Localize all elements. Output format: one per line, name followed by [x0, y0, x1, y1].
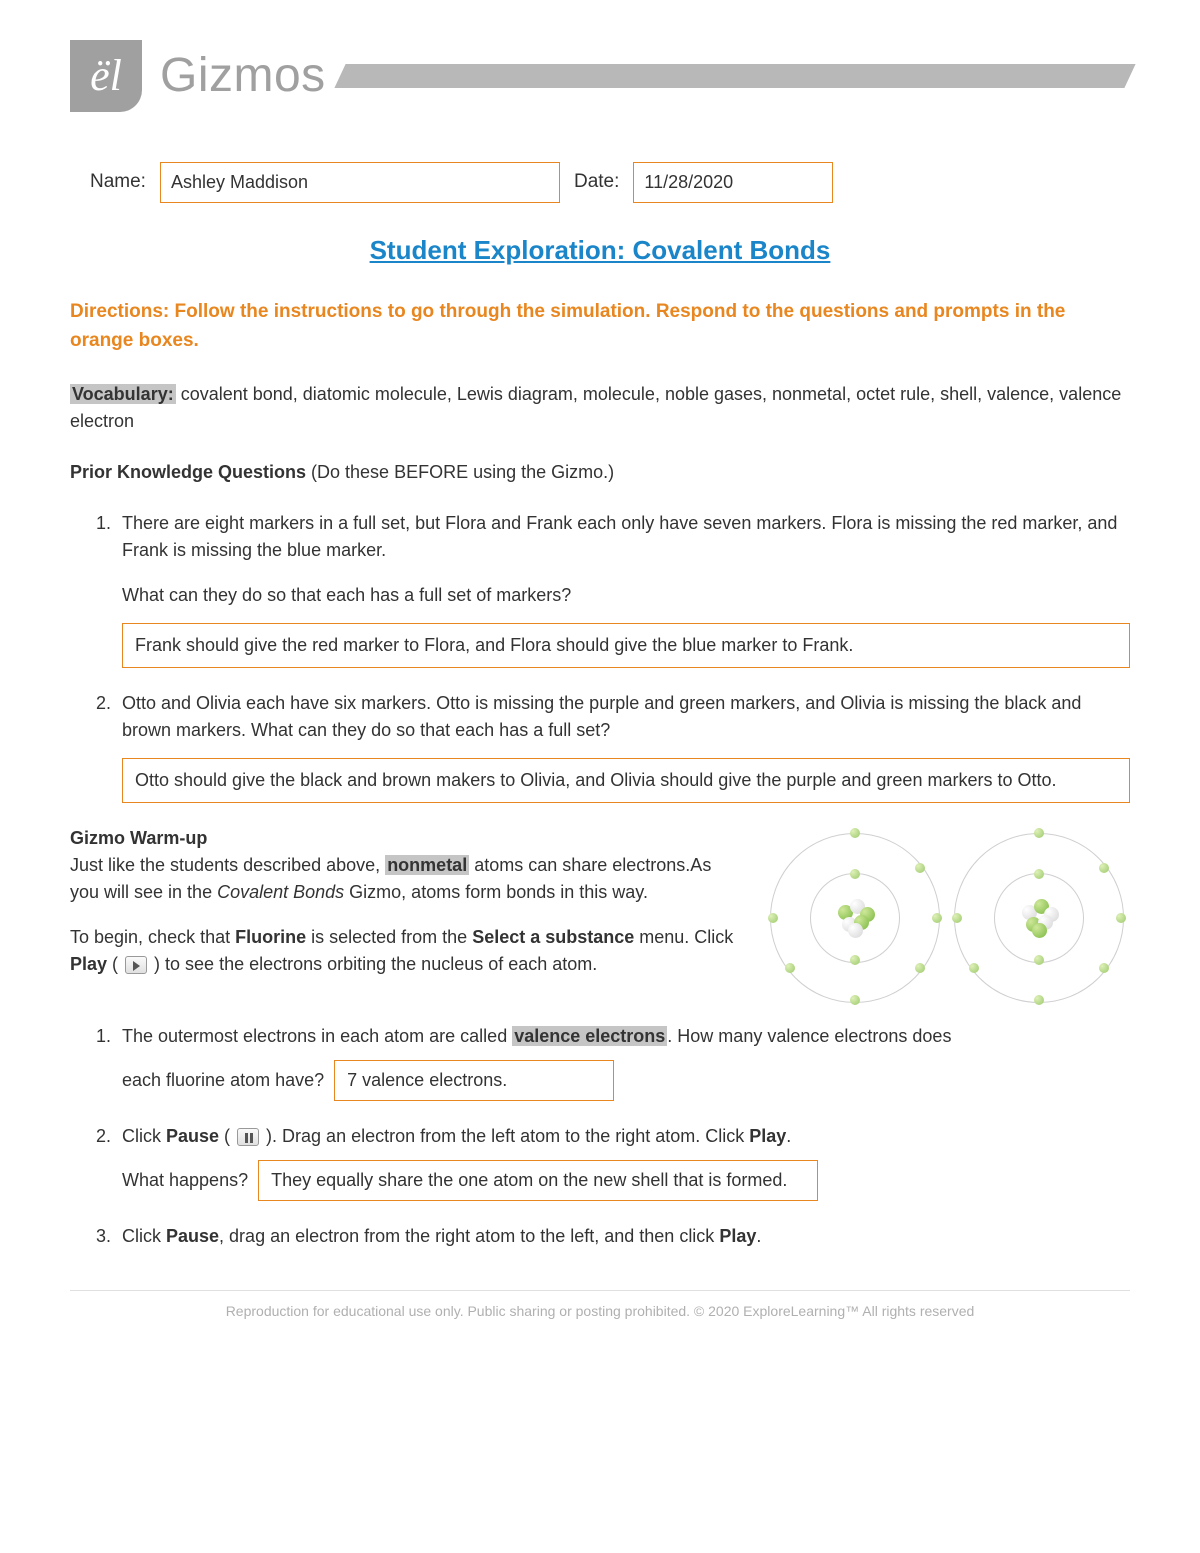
covalent-bonds-term: Covalent Bonds: [217, 882, 344, 902]
vocab-label: Vocabulary:: [70, 384, 176, 404]
warmup-q3: Click Pause, drag an electron from the r…: [116, 1223, 1130, 1250]
warmup-q2: Click Pause ( ). Drag an electron from t…: [116, 1123, 1130, 1201]
warmup-q1: The outermost electrons in each atom are…: [116, 1023, 1130, 1101]
prior-knowledge-heading: Prior Knowledge Questions (Do these BEFO…: [70, 459, 1130, 486]
logo-glyph: ël: [90, 54, 122, 98]
nonmetal-term: nonmetal: [385, 855, 469, 875]
prior-questions: There are eight markers in a full set, b…: [70, 510, 1130, 803]
warmup-q3b: , drag an electron from the right atom t…: [219, 1226, 719, 1246]
logo-badge: ël: [70, 40, 142, 112]
select-substance-bold: Select a substance: [472, 927, 634, 947]
warmup-p2d: (: [107, 954, 123, 974]
play-bold-3: Play: [719, 1226, 756, 1246]
warmup-q2a: Click: [122, 1126, 166, 1146]
warmup-q2b: (: [219, 1126, 235, 1146]
warmup-p2c: menu. Click: [634, 927, 733, 947]
warmup-p1c: Gizmo, atoms form bonds in this way.: [344, 882, 648, 902]
warmup-questions: The outermost electrons in each atom are…: [70, 1023, 1130, 1250]
vocab-list: covalent bond, diatomic molecule, Lewis …: [70, 384, 1121, 431]
atom-left: [770, 833, 940, 1003]
header-bar: [334, 64, 1136, 88]
footer-text: Reproduction for educational use only. P…: [70, 1290, 1130, 1322]
warmup-q1-answer[interactable]: 7 valence electrons.: [334, 1060, 614, 1101]
prior-q2: Otto and Olivia each have six markers. O…: [116, 690, 1130, 803]
brand-header: ël Gizmos: [70, 40, 1130, 112]
warmup-q3c: .: [756, 1226, 761, 1246]
warmup-q2-answer[interactable]: They equally share the one atom on the n…: [258, 1160, 818, 1201]
pause-icon: [237, 1128, 259, 1146]
vocabulary-section: Vocabulary: covalent bond, diatomic mole…: [70, 381, 1130, 435]
warmup-q2d: .: [786, 1126, 791, 1146]
date-label: Date:: [574, 168, 619, 197]
play-icon: [125, 956, 147, 974]
warmup-p2e: ) to see the electrons orbiting the nucl…: [149, 954, 597, 974]
atoms-diagram: [770, 825, 1130, 1003]
directions-text: Directions: Follow the instructions to g…: [70, 298, 1130, 355]
page-title: Student Exploration: Covalent Bonds: [70, 231, 1130, 270]
prior-q1-text-a: There are eight markers in a full set, b…: [122, 510, 1130, 564]
warmup-q1b: . How many valence electrons does: [667, 1026, 951, 1046]
warmup-q1c: each fluorine atom have?: [122, 1067, 324, 1094]
pause-bold-2: Pause: [166, 1226, 219, 1246]
prior-note: (Do these BEFORE using the Gizmo.): [306, 462, 614, 482]
warmup-p2a: To begin, check that: [70, 927, 235, 947]
warmup-q2c: ). Drag an electron from the left atom t…: [261, 1126, 749, 1146]
warmup-p1a: Just like the students described above,: [70, 855, 385, 875]
name-date-row: Name: Ashley Maddison Date: 11/28/2020: [70, 162, 1130, 203]
fluorine-bold: Fluorine: [235, 927, 306, 947]
prior-q1-text-b: What can they do so that each has a full…: [122, 582, 1130, 609]
name-input[interactable]: Ashley Maddison: [160, 162, 560, 203]
play-bold-2: Play: [749, 1126, 786, 1146]
valence-electrons-term: valence electrons: [512, 1026, 667, 1046]
brand-name: Gizmos: [160, 40, 326, 112]
warmup-heading-line: Gizmo Warm-up Just like the students des…: [70, 825, 740, 906]
warmup-section: Gizmo Warm-up Just like the students des…: [70, 825, 1130, 1003]
warmup-heading: Gizmo Warm-up: [70, 828, 207, 848]
atom-right: [954, 833, 1124, 1003]
prior-q1-answer[interactable]: Frank should give the red marker to Flor…: [122, 623, 1130, 668]
warmup-q2-prompt: What happens?: [122, 1167, 248, 1194]
warmup-q1a: The outermost electrons in each atom are…: [122, 1026, 512, 1046]
prior-q1: There are eight markers in a full set, b…: [116, 510, 1130, 668]
pause-bold-1: Pause: [166, 1126, 219, 1146]
date-input[interactable]: 11/28/2020: [633, 162, 833, 203]
warmup-q3a: Click: [122, 1226, 166, 1246]
warmup-p2b: is selected from the: [306, 927, 472, 947]
prior-heading: Prior Knowledge Questions: [70, 462, 306, 482]
warmup-p2: To begin, check that Fluorine is selecte…: [70, 924, 740, 978]
name-label: Name:: [90, 168, 146, 197]
prior-q2-answer[interactable]: Otto should give the black and brown mak…: [122, 758, 1130, 803]
prior-q2-text: Otto and Olivia each have six markers. O…: [122, 690, 1130, 744]
play-bold: Play: [70, 954, 107, 974]
